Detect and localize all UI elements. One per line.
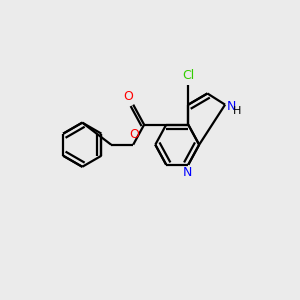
Text: Cl: Cl	[182, 69, 194, 82]
Text: H: H	[233, 106, 242, 116]
Text: N: N	[226, 100, 236, 112]
Text: O: O	[123, 90, 133, 103]
Text: O: O	[129, 128, 139, 141]
Text: N: N	[183, 167, 192, 179]
